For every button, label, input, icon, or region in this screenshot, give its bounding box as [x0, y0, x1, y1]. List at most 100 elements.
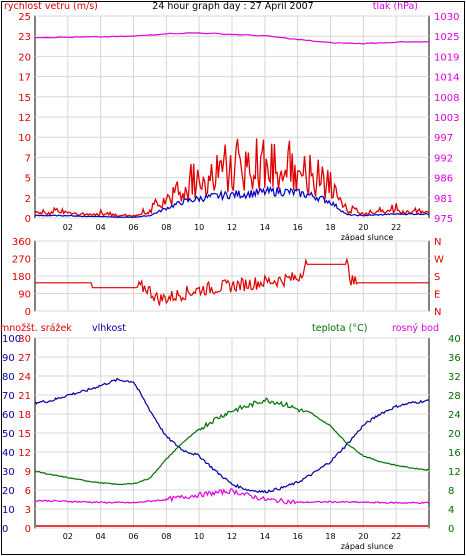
- precip-label: množšt. srážek: [0, 323, 72, 334]
- temperature-tick-label: 40: [448, 334, 461, 345]
- direction-degrees-tick: 360: [12, 237, 31, 248]
- pressure-tick-label: 1025: [434, 32, 459, 43]
- wind-pressure-series: [34, 32, 430, 218]
- humidity-tick-label: 40: [2, 448, 15, 459]
- humidity-tick-label: 100: [2, 334, 21, 345]
- direction-compass-tick: N: [434, 307, 441, 318]
- pressure-tick-label: 981: [434, 194, 453, 205]
- humidity-tick-label: 70: [2, 391, 15, 402]
- wind-tick-label: 5: [25, 174, 31, 185]
- temperature-tick-label: 28: [448, 391, 461, 402]
- direction-compass-tick: S: [434, 272, 440, 283]
- pressure-tick-label: 1008: [434, 93, 459, 104]
- temperature-axis: 0 4 8 12 16 20 24 28 32 36 40: [448, 334, 461, 535]
- humidity-tick-label: 60: [2, 410, 15, 421]
- precip-tick-label: 18: [18, 410, 31, 421]
- wind-pressure-x-axis: 02 04 06 08 10 12 14 16 18 20 22: [63, 223, 402, 232]
- temperature-tick-label: 32: [448, 372, 461, 383]
- direction-degrees-tick: 270: [12, 255, 31, 266]
- temperature-label: teplota (°C): [312, 323, 367, 334]
- wind-tick-label: 20: [18, 52, 31, 63]
- x-tick-label: 14: [260, 532, 270, 541]
- wind-tick-label: 23: [18, 32, 31, 43]
- x-tick-label: 20: [358, 223, 368, 232]
- x-tick-label: 08: [161, 223, 171, 232]
- wind-direction-line: [35, 257, 429, 306]
- pressure-tick-label: 1003: [434, 113, 459, 124]
- humidity-tick-label: 20: [2, 486, 15, 497]
- precip-tick-label: 15: [18, 429, 31, 440]
- x-tick-label: 12: [227, 223, 237, 232]
- humidity-label: vlhkost: [92, 323, 126, 334]
- temperature-tick-label: 24: [448, 410, 461, 421]
- x-tick-label: 16: [293, 532, 303, 541]
- humidity-tick-label: 30: [2, 467, 15, 478]
- humidity-tick-label: 90: [2, 353, 15, 364]
- pressure-tick-label: 1030: [434, 12, 459, 23]
- temperature-tick-label: 36: [448, 353, 461, 364]
- precip-tick-label: 24: [18, 372, 31, 383]
- x-tick-label: 20: [358, 532, 368, 541]
- x-tick-label: 10: [194, 532, 204, 541]
- wind-tick-label: 25: [18, 12, 31, 23]
- wind-tick-label: 0: [25, 214, 31, 225]
- direction-compass-tick: E: [434, 290, 440, 301]
- temperature-line: [34, 397, 430, 486]
- pressure-label: tlak (hPa): [373, 1, 418, 12]
- x-tick-label: 02: [63, 532, 73, 541]
- x-tick-label: 04: [96, 532, 106, 541]
- precip-tick-label: 0: [25, 524, 31, 535]
- humidity-temperature-series: [34, 377, 430, 527]
- precip-tick-label: 6: [25, 486, 31, 497]
- pressure-tick-label: 992: [434, 153, 453, 164]
- precip-tick-label: 21: [18, 391, 31, 402]
- pressure-tick-label: 997: [434, 133, 453, 144]
- x-tick-label: 04: [96, 223, 106, 232]
- humidity-tick-label: 50: [2, 429, 15, 440]
- direction-compass-tick: N: [434, 237, 441, 248]
- sunset-label-top: západ slunce: [341, 233, 394, 242]
- precip-tick-label: 27: [18, 353, 31, 364]
- pressure-tick-label: 1014: [434, 73, 459, 84]
- x-tick-label: 08: [161, 532, 171, 541]
- x-tick-label: 10: [194, 223, 204, 232]
- temperature-tick-label: 20: [448, 429, 461, 440]
- graph-title: 24 hour graph day : 27 April 2007: [152, 1, 313, 12]
- x-tick-label: 18: [325, 532, 335, 541]
- wind-direction-series: [35, 257, 429, 306]
- direction-degrees-tick: 180: [12, 272, 31, 283]
- humidity-line: [34, 377, 430, 494]
- temperature-tick-label: 12: [448, 467, 461, 478]
- x-tick-label: 22: [391, 532, 401, 541]
- temperature-tick-label: 16: [448, 448, 461, 459]
- temperature-tick-label: 8: [448, 486, 454, 497]
- humidity-tick-label: 80: [2, 372, 15, 383]
- x-tick-label: 22: [391, 223, 401, 232]
- direction-degrees-tick: 0: [25, 307, 31, 318]
- precip-tick-label: 3: [25, 505, 31, 516]
- dewpoint-label: rosný bod: [392, 323, 439, 334]
- x-tick-label: 14: [260, 223, 270, 232]
- x-tick-label: 06: [128, 223, 138, 232]
- pressure-tick-label: 1019: [434, 52, 459, 63]
- x-tick-label: 16: [293, 223, 303, 232]
- precip-axis: 0 3 6 9 12 15 18 21 24 27 30: [18, 334, 31, 535]
- wind-speed-line: [34, 138, 430, 218]
- x-tick-label: 06: [128, 532, 138, 541]
- direction-compass-tick: W: [434, 255, 444, 266]
- humidity-tick-label: 0: [2, 524, 8, 535]
- precip-tick-label: 9: [25, 467, 31, 478]
- pressure-axis: 975 981 986 992 997 1003 1008 1014 1019 1025 1030: [434, 12, 459, 225]
- precip-tick-label: 12: [18, 448, 31, 459]
- x-tick-label: 18: [325, 223, 335, 232]
- wind-tick-label: 15: [18, 93, 31, 104]
- humidity-temperature-x-axis: 02 04 06 08 10 12 14 16 18 20 22: [63, 532, 402, 541]
- wind-average-line: [34, 185, 430, 218]
- precip-tick-label: 30: [18, 334, 31, 345]
- wind-tick-label: 17: [18, 73, 31, 84]
- wind-speed-label: rychlost vetru (m/s): [4, 1, 98, 12]
- humidity-temperature-grid: [35, 337, 429, 529]
- wind-tick-label: 7: [25, 153, 31, 164]
